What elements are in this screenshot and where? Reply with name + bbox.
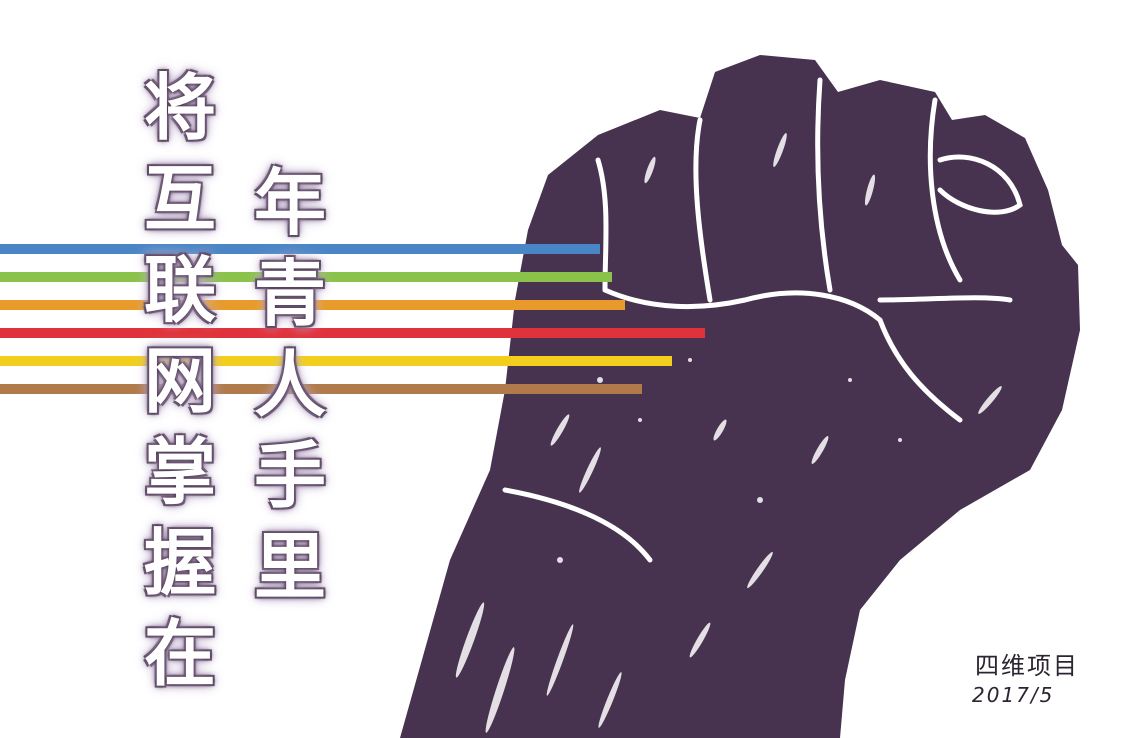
headline-char: 将 [143,66,216,150]
headline-char: 青 [253,252,326,336]
headline-char: 网 [143,339,216,423]
headline-char: 握 [143,521,216,605]
headline-char: 联 [143,248,216,332]
headline-char: 里 [253,525,326,609]
headline-column-left: 将 互 联 网 掌 握 在 [140,68,220,705]
headline-char: 互 [143,157,216,241]
headline-char: 掌 [143,430,216,514]
fist-silhouette [400,55,1080,738]
headline-char: 在 [143,612,216,696]
headline-char: 年 [253,161,326,245]
headline-char: 手 [253,434,326,518]
rainbow-stripes [0,244,705,394]
signature-date: 2017/5 [972,683,1055,707]
headline-char: 人 [253,343,326,427]
raised-fist-icon [400,55,1080,738]
fist-texture [455,133,1002,733]
signature-name: 四维项目 [975,652,1079,680]
headline-column-right: 年 青 人 手 里 [250,163,330,618]
